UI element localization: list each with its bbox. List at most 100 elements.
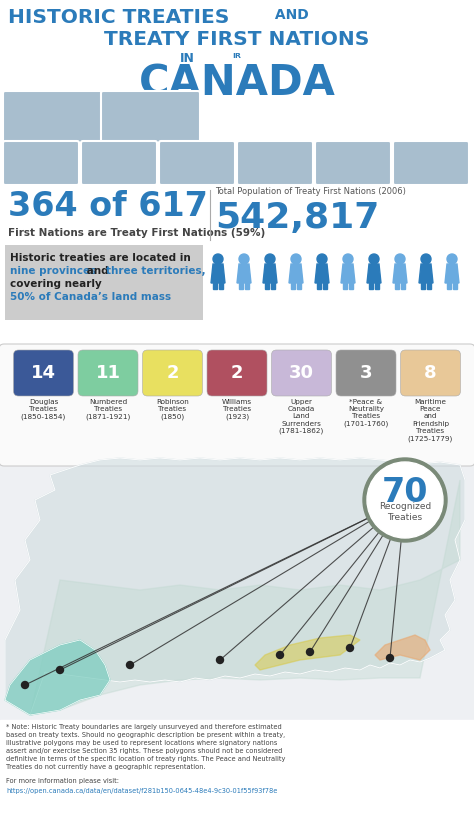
Text: HISTORIC TREATIES: HISTORIC TREATIES xyxy=(8,8,229,27)
Bar xyxy=(0,720,474,818)
FancyBboxPatch shape xyxy=(3,141,79,185)
Bar xyxy=(0,185,474,345)
Polygon shape xyxy=(343,281,347,289)
FancyBboxPatch shape xyxy=(272,350,331,396)
Text: 2: 2 xyxy=(166,364,179,382)
Text: Robinson
Treaties
(1850): Robinson Treaties (1850) xyxy=(156,399,189,420)
Text: 364 of 617: 364 of 617 xyxy=(8,190,208,223)
Polygon shape xyxy=(369,281,373,289)
Circle shape xyxy=(317,254,327,264)
Text: Numbered
Treaties
(1871-1921): Numbered Treaties (1871-1921) xyxy=(85,399,131,420)
FancyBboxPatch shape xyxy=(143,350,202,396)
Text: 50% of Canada’s land mass: 50% of Canada’s land mass xyxy=(10,292,171,302)
Circle shape xyxy=(421,254,431,264)
Polygon shape xyxy=(375,281,379,289)
Circle shape xyxy=(307,649,313,655)
Text: nine provinces: nine provinces xyxy=(10,266,96,276)
FancyBboxPatch shape xyxy=(401,350,461,396)
Circle shape xyxy=(447,254,457,264)
FancyBboxPatch shape xyxy=(315,141,391,185)
Polygon shape xyxy=(323,281,327,289)
Text: IN: IN xyxy=(180,52,195,65)
Polygon shape xyxy=(395,281,399,289)
Text: First Nations are Treaty First Nations (59%): First Nations are Treaty First Nations (… xyxy=(8,228,265,238)
Polygon shape xyxy=(393,264,407,283)
Text: Douglas
Treaties
(1850-1854): Douglas Treaties (1850-1854) xyxy=(21,399,66,420)
Text: covering nearly: covering nearly xyxy=(10,279,102,289)
Polygon shape xyxy=(289,264,303,283)
Text: and: and xyxy=(83,266,112,276)
Bar xyxy=(0,345,474,465)
FancyBboxPatch shape xyxy=(336,350,396,396)
Text: 8: 8 xyxy=(424,364,437,382)
Text: Maritime
Peace
and
Friendship
Treaties
(1725-1779): Maritime Peace and Friendship Treaties (… xyxy=(408,399,453,442)
Circle shape xyxy=(213,254,223,264)
Polygon shape xyxy=(5,640,110,715)
Text: 542,817: 542,817 xyxy=(215,201,379,235)
Polygon shape xyxy=(263,264,277,283)
Bar xyxy=(0,455,474,720)
FancyBboxPatch shape xyxy=(393,141,469,185)
FancyBboxPatch shape xyxy=(207,350,267,396)
Polygon shape xyxy=(349,281,353,289)
Text: TREATY FIRST NATIONS: TREATY FIRST NATIONS xyxy=(104,30,370,49)
Circle shape xyxy=(369,254,379,264)
FancyBboxPatch shape xyxy=(3,91,102,143)
Text: For more information please visit:: For more information please visit: xyxy=(6,778,119,784)
Text: Williams
Treaties
(1923): Williams Treaties (1923) xyxy=(222,399,252,420)
Polygon shape xyxy=(427,281,431,289)
FancyBboxPatch shape xyxy=(81,141,157,185)
Polygon shape xyxy=(401,281,405,289)
Circle shape xyxy=(367,462,443,538)
Polygon shape xyxy=(315,264,329,283)
Circle shape xyxy=(217,657,224,663)
Text: 11: 11 xyxy=(95,364,120,382)
Circle shape xyxy=(291,254,301,264)
Text: 70: 70 xyxy=(382,477,428,510)
Text: 14: 14 xyxy=(31,364,56,382)
FancyBboxPatch shape xyxy=(159,141,235,185)
Polygon shape xyxy=(239,281,243,289)
Polygon shape xyxy=(341,264,355,283)
Circle shape xyxy=(395,254,405,264)
Text: 3: 3 xyxy=(360,364,372,382)
Polygon shape xyxy=(255,635,360,670)
FancyBboxPatch shape xyxy=(0,344,474,466)
Polygon shape xyxy=(213,281,217,289)
Polygon shape xyxy=(291,281,295,289)
Circle shape xyxy=(343,254,353,264)
Text: three territories,: three territories, xyxy=(106,266,206,276)
Polygon shape xyxy=(447,281,451,289)
Text: Total Population of Treaty First Nations (2006): Total Population of Treaty First Nations… xyxy=(215,187,406,196)
Polygon shape xyxy=(237,264,251,283)
Circle shape xyxy=(21,681,28,689)
FancyBboxPatch shape xyxy=(78,350,138,396)
Text: 30: 30 xyxy=(289,364,314,382)
Circle shape xyxy=(56,667,64,673)
Circle shape xyxy=(276,651,283,658)
Text: Recognized
Treaties: Recognized Treaties xyxy=(379,502,431,522)
FancyBboxPatch shape xyxy=(101,91,200,143)
Polygon shape xyxy=(30,480,460,715)
FancyBboxPatch shape xyxy=(5,245,203,320)
Circle shape xyxy=(346,645,354,651)
Text: *Peace &
Neutrality
Treaties
(1701-1760): *Peace & Neutrality Treaties (1701-1760) xyxy=(343,399,389,427)
FancyBboxPatch shape xyxy=(13,350,73,396)
Polygon shape xyxy=(5,458,465,715)
Polygon shape xyxy=(219,281,223,289)
Polygon shape xyxy=(421,281,425,289)
Circle shape xyxy=(127,662,134,668)
FancyBboxPatch shape xyxy=(237,141,313,185)
Text: Upper
Canada
Land
Surrenders
(1781-1862): Upper Canada Land Surrenders (1781-1862) xyxy=(279,399,324,434)
Polygon shape xyxy=(297,281,301,289)
Polygon shape xyxy=(271,281,275,289)
Text: AND: AND xyxy=(270,8,309,22)
Polygon shape xyxy=(445,264,459,283)
Text: 2: 2 xyxy=(231,364,243,382)
Polygon shape xyxy=(375,635,430,660)
Circle shape xyxy=(239,254,249,264)
Polygon shape xyxy=(245,281,249,289)
Polygon shape xyxy=(453,281,457,289)
Text: * Note: Historic Treaty boundaries are largely unsurveyed and therefore estimate: * Note: Historic Treaty boundaries are l… xyxy=(6,724,285,770)
Polygon shape xyxy=(419,264,433,283)
